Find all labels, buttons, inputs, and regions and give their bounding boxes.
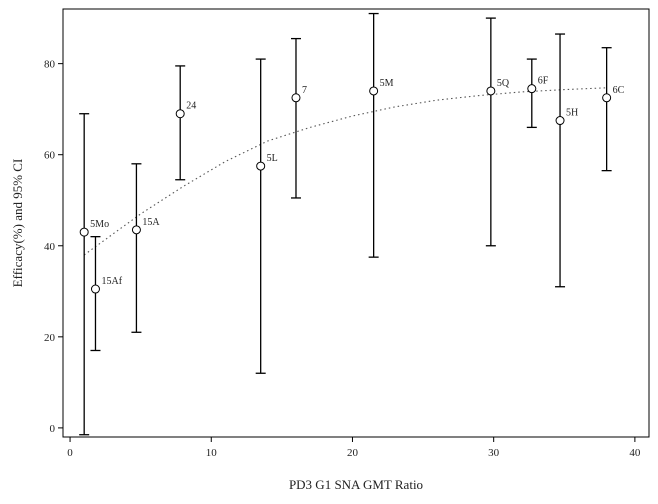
data-point-5M xyxy=(369,86,379,96)
point-label-6C: 6C xyxy=(613,85,625,96)
y-tick-label: 40 xyxy=(44,241,56,253)
point-label-6F: 6F xyxy=(538,76,549,87)
y-tick-label: 80 xyxy=(44,59,56,71)
x-tick-label: 30 xyxy=(488,447,500,459)
x-tick-label: 10 xyxy=(206,447,218,459)
y-axis-label: Efficacy(%) and 95% CI xyxy=(10,159,25,288)
trend-line xyxy=(83,87,607,256)
data-point-6F xyxy=(527,84,537,94)
data-point-5Mo xyxy=(79,227,89,237)
x-tick-label: 0 xyxy=(67,447,73,459)
x-axis-label: PD3 G1 SNA GMT Ratio xyxy=(289,477,423,492)
plot-frame xyxy=(62,8,650,438)
x-tick-label: 20 xyxy=(347,447,359,459)
point-label-7: 7 xyxy=(302,85,307,96)
data-point-6C xyxy=(602,93,612,103)
point-label-5H: 5H xyxy=(566,108,578,119)
data-point-24 xyxy=(175,109,185,119)
y-tick-label: 60 xyxy=(44,150,56,162)
data-point-5H xyxy=(555,116,565,126)
data-point-7 xyxy=(291,93,301,103)
point-label-5Mo: 5Mo xyxy=(90,219,109,230)
data-point-15Af xyxy=(90,284,100,294)
point-label-5M: 5M xyxy=(380,78,394,89)
point-label-15A: 15A xyxy=(142,217,160,228)
data-point-15A xyxy=(131,225,141,235)
y-tick-label: 20 xyxy=(44,332,56,344)
x-tick-label: 40 xyxy=(629,447,641,459)
point-label-5L: 5L xyxy=(267,153,278,164)
y-tick-label: 0 xyxy=(50,423,56,435)
point-label-24: 24 xyxy=(186,101,196,112)
data-point-5L xyxy=(256,161,266,171)
point-label-5Q: 5Q xyxy=(497,78,510,89)
data-point-5Q xyxy=(486,86,496,96)
point-label-15Af: 15Af xyxy=(101,276,122,287)
